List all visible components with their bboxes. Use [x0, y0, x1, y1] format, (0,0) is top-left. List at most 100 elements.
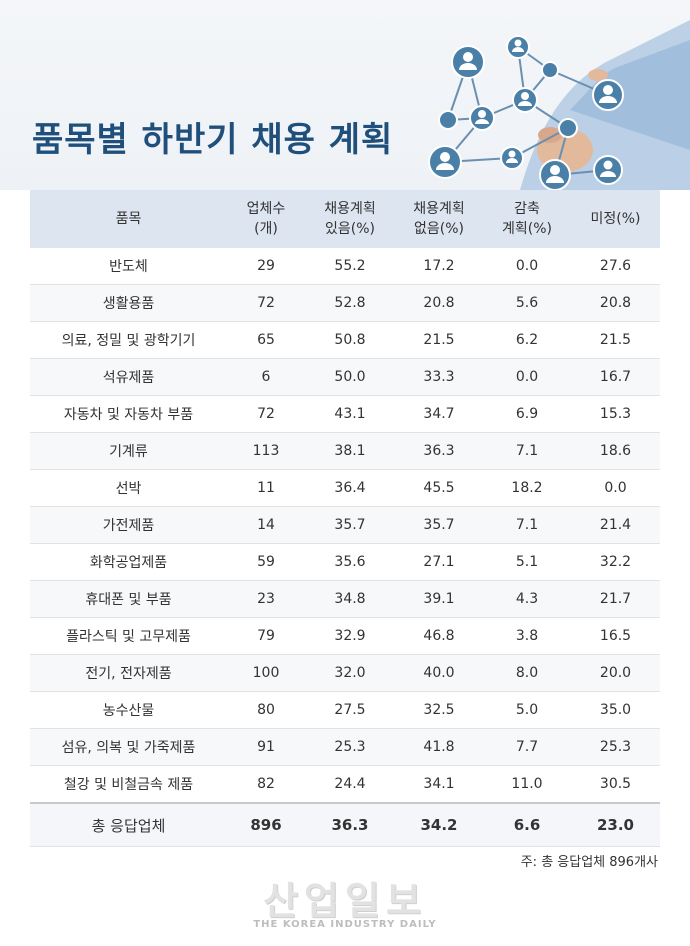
row-plan-yes: 50.0 [305, 358, 395, 396]
row-cut: 6.2 [483, 321, 571, 359]
row-undecided: 20.8 [571, 284, 660, 322]
table-row: 전기, 전자제품 100 32.0 40.0 8.0 20.0 [30, 654, 660, 692]
header-cut-line2: 계획(%) [502, 221, 552, 237]
row-plan-no: 33.3 [395, 358, 483, 396]
row-count: 100 [227, 654, 305, 692]
table-row: 철강 및 비철금속 제품 82 24.4 34.1 11.0 30.5 [30, 765, 660, 804]
row-plan-yes: 52.8 [305, 284, 395, 322]
row-plan-yes: 36.4 [305, 469, 395, 507]
row-plan-no: 35.7 [395, 506, 483, 544]
row-item: 생활용품 [30, 284, 227, 322]
header-plan-no-line2: 없음(%) [414, 221, 464, 237]
header-count-line1: 업체수 [246, 201, 286, 217]
row-cut: 11.0 [483, 765, 571, 804]
row-undecided: 32.2 [571, 543, 660, 581]
total-row: 총 응답업체 896 36.3 34.2 6.6 23.0 [30, 802, 660, 847]
network-illustration [428, 20, 690, 190]
row-count: 113 [227, 432, 305, 470]
table-row: 기계류 113 38.1 36.3 7.1 18.6 [30, 432, 660, 470]
row-count: 82 [227, 765, 305, 804]
row-count: 23 [227, 580, 305, 618]
row-plan-no: 27.1 [395, 543, 483, 581]
row-item: 농수산물 [30, 691, 227, 729]
row-count: 80 [227, 691, 305, 729]
row-item: 석유제품 [30, 358, 227, 396]
row-plan-yes: 50.8 [305, 321, 395, 359]
row-plan-yes: 25.3 [305, 728, 395, 766]
row-undecided: 21.5 [571, 321, 660, 359]
row-plan-yes: 24.4 [305, 765, 395, 804]
row-undecided: 21.4 [571, 506, 660, 544]
row-undecided: 16.5 [571, 617, 660, 655]
row-undecided: 25.3 [571, 728, 660, 766]
row-plan-yes: 32.9 [305, 617, 395, 655]
row-cut: 6.9 [483, 395, 571, 433]
row-plan-yes: 32.0 [305, 654, 395, 692]
row-undecided: 20.0 [571, 654, 660, 692]
row-cut: 5.6 [483, 284, 571, 322]
table-row: 석유제품 6 50.0 33.3 0.0 16.7 [30, 358, 660, 396]
row-undecided: 18.6 [571, 432, 660, 470]
header-plan-yes-line2: 있음(%) [325, 221, 375, 237]
row-undecided: 16.7 [571, 358, 660, 396]
header-plan-yes: 채용계획 있음(%) [305, 190, 395, 248]
watermark-main: 산업일보 [263, 878, 427, 923]
row-plan-yes: 43.1 [305, 395, 395, 433]
row-cut: 7.1 [483, 506, 571, 544]
header-plan-yes-line1: 채용계획 [324, 201, 376, 217]
row-cut: 7.1 [483, 432, 571, 470]
row-plan-no: 45.5 [395, 469, 483, 507]
row-plan-no: 40.0 [395, 654, 483, 692]
row-plan-no: 39.1 [395, 580, 483, 618]
table-row: 플라스틱 및 고무제품 79 32.9 46.8 3.8 16.5 [30, 617, 660, 655]
row-count: 29 [227, 248, 305, 285]
row-plan-yes: 38.1 [305, 432, 395, 470]
hiring-plan-table: 품목 업체수 (개) 채용계획 있음(%) 채용계획 없음(%) 감축 계획(%… [30, 190, 660, 847]
total-no: 34.2 [395, 802, 483, 847]
row-count: 72 [227, 284, 305, 322]
row-plan-yes: 55.2 [305, 248, 395, 285]
row-undecided: 21.7 [571, 580, 660, 618]
header-item: 품목 [30, 190, 227, 248]
header-plan-no-line1: 채용계획 [413, 201, 465, 217]
total-cut: 6.6 [483, 802, 571, 847]
row-item: 자동차 및 자동차 부품 [30, 395, 227, 433]
total-item: 총 응답업체 [30, 802, 227, 847]
row-plan-no: 34.1 [395, 765, 483, 804]
row-count: 14 [227, 506, 305, 544]
table-row: 반도체 29 55.2 17.2 0.0 27.6 [30, 248, 660, 285]
row-plan-no: 41.8 [395, 728, 483, 766]
table-body: 반도체 29 55.2 17.2 0.0 27.6 생활용품 72 52.8 20.8 5.6 20.… [30, 248, 660, 804]
row-plan-yes: 35.6 [305, 543, 395, 581]
row-undecided: 27.6 [571, 248, 660, 285]
row-cut: 18.2 [483, 469, 571, 507]
row-count: 59 [227, 543, 305, 581]
row-cut: 0.0 [483, 248, 571, 285]
row-plan-no: 21.5 [395, 321, 483, 359]
row-count: 11 [227, 469, 305, 507]
header-banner: 품목별 하반기 채용 계획 [0, 0, 690, 190]
row-plan-no: 46.8 [395, 617, 483, 655]
row-count: 6 [227, 358, 305, 396]
row-undecided: 35.0 [571, 691, 660, 729]
row-count: 72 [227, 395, 305, 433]
header-count-line2: (개) [254, 221, 278, 237]
table-row: 화학공업제품 59 35.6 27.1 5.1 32.2 [30, 543, 660, 581]
row-cut: 5.1 [483, 543, 571, 581]
row-plan-no: 32.5 [395, 691, 483, 729]
row-cut: 4.3 [483, 580, 571, 618]
header-undecided: 미정(%) [571, 190, 660, 248]
total-undecided: 23.0 [571, 802, 660, 847]
row-cut: 3.8 [483, 617, 571, 655]
row-plan-yes: 27.5 [305, 691, 395, 729]
total-count: 896 [227, 802, 305, 847]
table-row: 휴대폰 및 부품 23 34.8 39.1 4.3 21.7 [30, 580, 660, 618]
header-cut-line1: 감축 [514, 201, 540, 217]
row-item: 플라스틱 및 고무제품 [30, 617, 227, 655]
row-cut: 0.0 [483, 358, 571, 396]
watermark-sub: THE KOREA INDUSTRY DAILY [253, 919, 437, 930]
row-undecided: 0.0 [571, 469, 660, 507]
row-plan-no: 36.3 [395, 432, 483, 470]
page-title: 품목별 하반기 채용 계획 [32, 120, 394, 160]
footnote: 주: 총 응답업체 896개사 [520, 855, 658, 870]
